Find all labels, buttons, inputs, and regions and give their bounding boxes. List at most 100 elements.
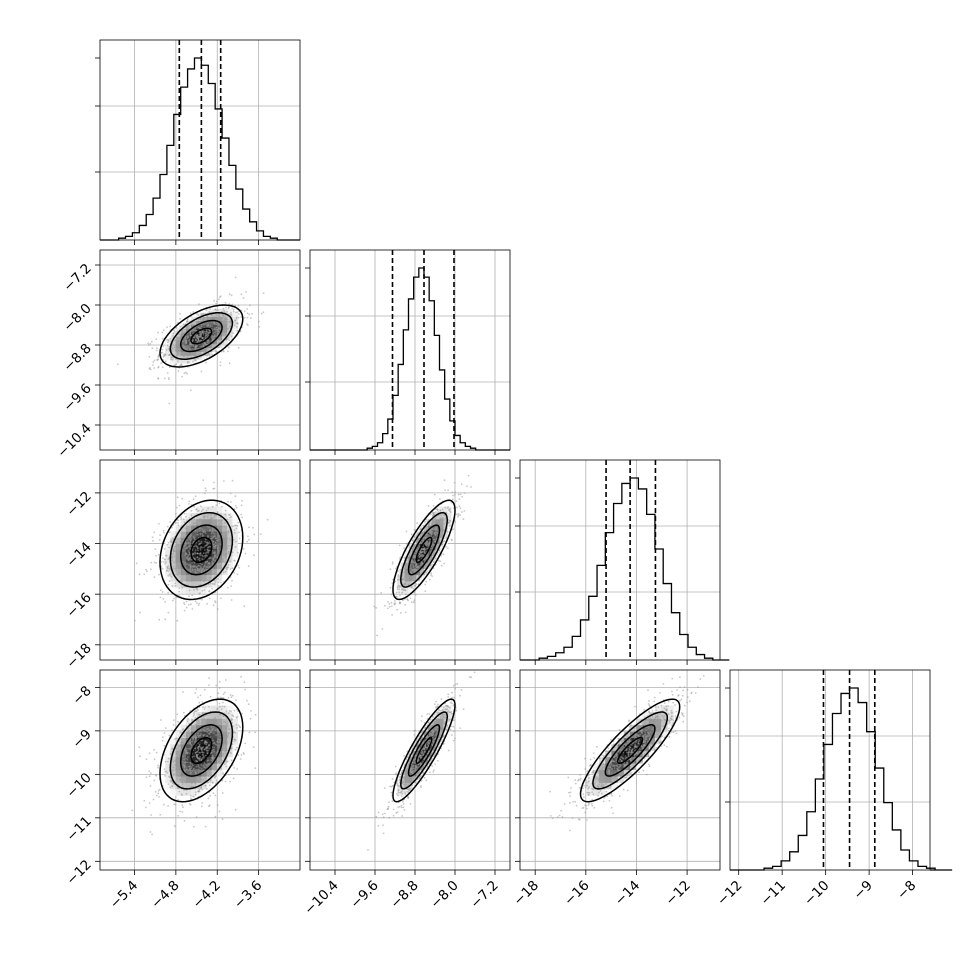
density-bin [191,724,197,732]
sample-point [454,493,456,496]
sample-point [198,576,201,578]
sample-point [211,542,214,545]
density-bin [196,316,202,321]
density-bin [191,782,197,790]
sample-point [182,570,185,573]
sample-point [232,777,235,780]
sample-point [217,538,220,541]
density-bin [443,518,448,526]
density-bin [654,724,662,732]
density-bin [206,705,213,713]
sample-point [262,311,265,314]
sample-point [227,566,230,569]
sample-point [207,323,210,325]
sample-point [240,504,243,507]
sample-point [214,581,217,584]
sample-point [192,360,194,363]
sample-point [196,565,199,568]
sample-point [396,586,399,589]
sample-point [204,530,206,533]
sample-point [419,564,422,567]
density-bin [435,744,440,751]
sample-point [247,324,249,327]
sample-point [184,527,187,530]
sample-point [150,561,153,564]
sample-point [244,552,247,555]
sample-point [212,532,215,534]
sample-point [206,731,209,734]
sample-point [199,527,201,530]
sample-point [398,558,401,560]
sample-point [388,605,391,608]
density-bin [175,537,182,545]
density-bin [180,332,187,337]
sample-point [171,559,174,562]
sample-point [204,784,207,787]
density-bin [191,568,197,576]
density-bin [222,531,228,538]
sample-point [174,760,177,763]
density-bin [232,531,238,538]
sample-point [237,754,240,757]
sample-point [182,560,185,563]
sample-point [190,795,192,797]
sample-point [226,760,229,763]
density-bin [427,537,433,545]
sample-point [237,521,240,524]
sample-point [210,518,213,521]
sample-point [191,728,193,731]
sample-point [421,562,424,564]
sample-point [246,316,249,319]
sample-point [402,599,404,602]
density-bin [592,763,600,771]
sample-point [205,330,208,332]
sample-point [210,725,213,727]
density-bin [206,531,213,538]
sample-point [427,543,430,546]
sample-point [432,736,435,739]
sample-point [169,521,172,523]
density-bin [175,525,182,532]
sample-point [231,303,234,306]
sample-point [208,579,211,582]
sample-point [214,546,217,549]
sample-point [183,353,186,355]
sample-point [193,561,196,564]
density-bin [424,518,429,526]
sample-point [214,815,217,818]
sample-point [244,742,247,745]
density-bin [404,756,409,764]
sample-point [165,554,168,557]
sample-point [209,308,211,310]
density-bin [165,351,171,356]
density-bin [222,339,228,345]
density-bin [404,587,409,594]
sample-point [170,358,173,361]
sample-point [204,754,207,757]
sample-point [203,546,206,549]
sample-point [172,347,174,350]
sample-point [235,524,238,527]
density-bin [611,737,619,745]
sample-point [240,753,243,756]
sample-point [420,551,423,554]
density-bin [216,308,223,314]
sample-point [186,558,189,561]
sample-point [195,339,198,342]
sample-point [411,577,413,579]
sample-point [208,576,211,579]
sample-point [227,320,230,323]
sample-point [199,533,202,536]
sample-point [177,771,180,774]
sample-point [173,561,176,564]
sample-point [234,311,237,314]
sample-point [440,525,443,528]
sample-point [177,557,180,559]
sample-point [221,818,224,821]
sample-point [206,781,209,784]
sample-point [439,532,442,535]
sample-point [427,741,430,744]
sample-point [227,531,229,534]
sample-point [180,517,183,520]
sample-point [222,323,224,325]
